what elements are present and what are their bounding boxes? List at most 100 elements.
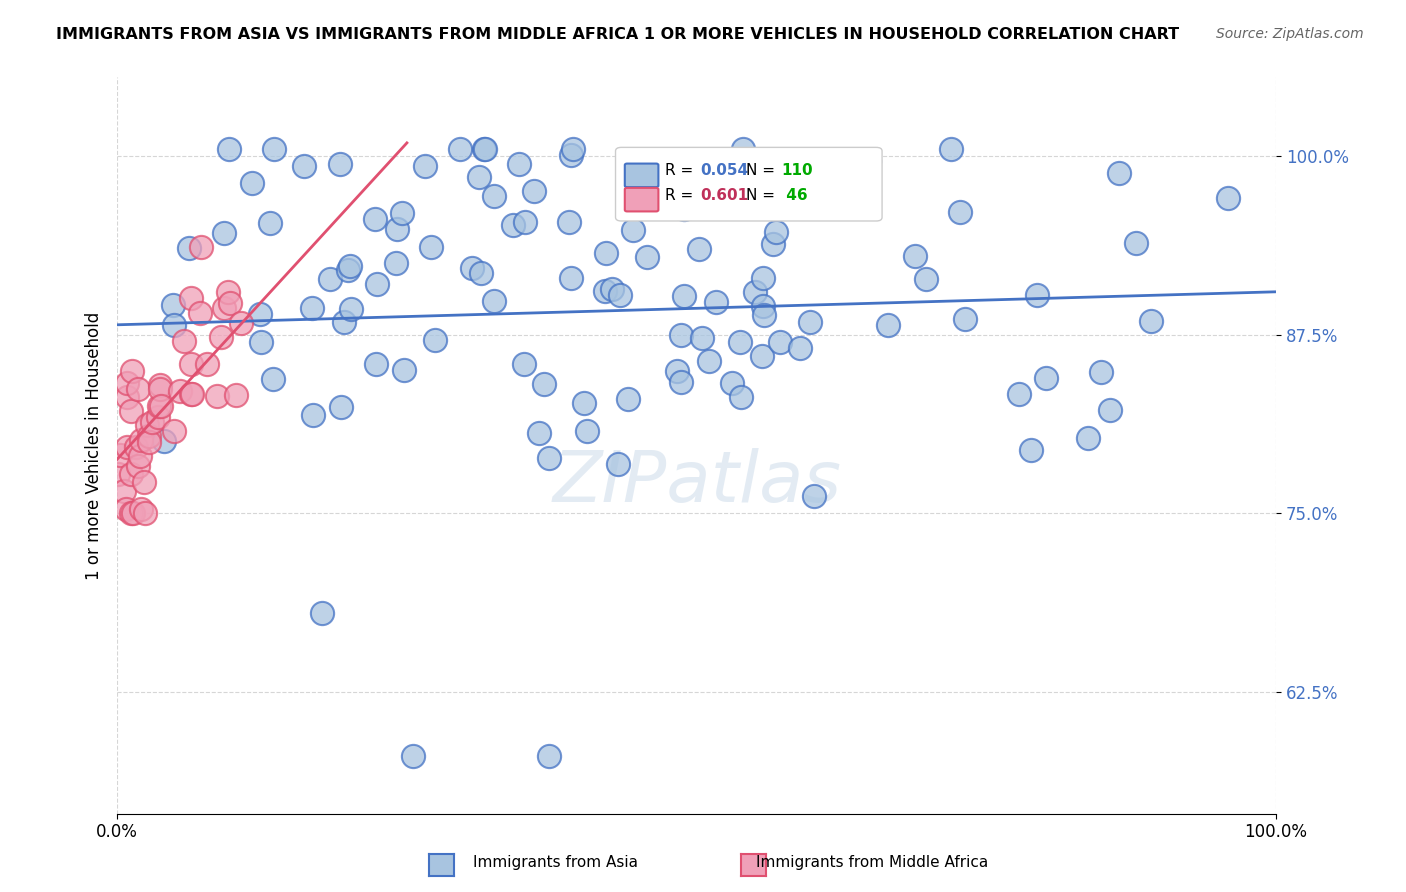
Point xyxy=(127,382,149,396)
Point xyxy=(149,400,172,414)
Point xyxy=(250,334,273,349)
Point xyxy=(721,376,744,390)
Point xyxy=(141,416,163,430)
Point xyxy=(114,483,136,498)
Point xyxy=(470,266,492,280)
Point xyxy=(121,507,143,521)
Point xyxy=(731,142,754,156)
Point xyxy=(769,335,792,350)
Point xyxy=(138,429,160,443)
Point xyxy=(617,392,640,407)
Point xyxy=(877,318,900,332)
Point xyxy=(728,334,751,349)
Point xyxy=(149,382,172,396)
Point xyxy=(1008,386,1031,401)
Point xyxy=(562,142,585,156)
Point xyxy=(636,251,658,265)
Point xyxy=(225,388,247,402)
Point xyxy=(420,240,443,254)
Text: R =: R = xyxy=(665,163,699,178)
Text: N =: N = xyxy=(747,188,780,203)
Point xyxy=(262,372,284,386)
Point xyxy=(259,216,281,230)
Point xyxy=(180,357,202,371)
Point xyxy=(697,353,720,368)
Text: R =: R = xyxy=(665,188,699,203)
Point xyxy=(461,261,484,276)
Point xyxy=(1035,371,1057,385)
Point xyxy=(188,306,211,320)
Point xyxy=(1139,313,1161,327)
Point xyxy=(915,272,938,286)
FancyBboxPatch shape xyxy=(624,163,658,187)
Point xyxy=(468,170,491,185)
Point xyxy=(515,215,537,229)
Point xyxy=(311,607,333,621)
Point xyxy=(858,154,880,169)
Point xyxy=(115,390,138,404)
Point xyxy=(240,176,263,190)
Point xyxy=(120,507,142,521)
Text: ZIPatlas: ZIPatlas xyxy=(553,448,841,516)
Point xyxy=(575,424,598,438)
Point xyxy=(107,467,129,481)
Point xyxy=(153,434,176,449)
Point xyxy=(180,387,202,401)
Point xyxy=(665,364,688,378)
Text: 0.054: 0.054 xyxy=(700,163,748,178)
Point xyxy=(117,376,139,390)
Text: Immigrants from Asia: Immigrants from Asia xyxy=(472,855,638,870)
Point xyxy=(249,307,271,321)
Point xyxy=(162,318,184,332)
Point xyxy=(1090,365,1112,379)
Point xyxy=(337,263,360,277)
Point xyxy=(730,390,752,404)
Point xyxy=(364,211,387,226)
Point xyxy=(595,246,617,260)
Text: N =: N = xyxy=(747,163,780,178)
Point xyxy=(621,223,644,237)
Point xyxy=(672,289,695,303)
Point xyxy=(688,242,710,256)
Point xyxy=(148,399,170,413)
Point xyxy=(841,177,863,191)
Point xyxy=(537,749,560,764)
Point xyxy=(129,501,152,516)
Point xyxy=(1098,403,1121,417)
Point xyxy=(180,387,202,401)
Point xyxy=(366,357,388,371)
Point xyxy=(609,287,631,301)
Point xyxy=(319,272,342,286)
Point xyxy=(527,425,550,440)
Point xyxy=(212,301,235,315)
Point xyxy=(292,160,315,174)
Point xyxy=(423,333,446,347)
Point xyxy=(474,142,496,156)
Point xyxy=(339,260,361,274)
Point xyxy=(671,375,693,389)
Point xyxy=(329,400,352,414)
Point xyxy=(572,396,595,410)
FancyBboxPatch shape xyxy=(616,147,882,221)
Point xyxy=(302,408,325,422)
Point xyxy=(413,159,436,173)
Point xyxy=(385,256,408,270)
Point xyxy=(162,298,184,312)
Point xyxy=(125,440,148,454)
Point xyxy=(1216,191,1239,205)
Point xyxy=(751,270,773,285)
Point xyxy=(180,291,202,305)
Point xyxy=(789,341,811,355)
Point xyxy=(484,189,506,203)
Point xyxy=(146,409,169,424)
Point xyxy=(301,301,323,316)
Text: 46: 46 xyxy=(782,188,808,203)
Point xyxy=(231,316,253,330)
Text: Source: ZipAtlas.com: Source: ZipAtlas.com xyxy=(1216,27,1364,41)
Point xyxy=(392,363,415,377)
Point xyxy=(169,384,191,398)
Point xyxy=(560,270,582,285)
Point xyxy=(190,240,212,254)
Point xyxy=(593,284,616,298)
Point xyxy=(904,249,927,263)
